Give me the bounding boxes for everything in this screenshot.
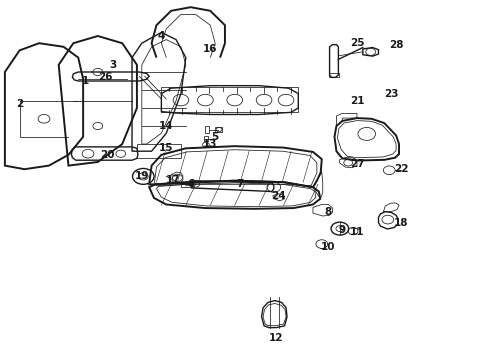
Text: 8: 8 bbox=[324, 207, 330, 217]
Text: 7: 7 bbox=[235, 179, 243, 189]
Text: 3: 3 bbox=[109, 60, 116, 70]
Text: 23: 23 bbox=[383, 89, 398, 99]
Text: 4: 4 bbox=[157, 31, 165, 41]
Text: 9: 9 bbox=[338, 225, 345, 235]
Text: 21: 21 bbox=[349, 96, 364, 106]
Text: 25: 25 bbox=[349, 38, 364, 48]
Text: 5: 5 bbox=[211, 132, 218, 142]
Text: 24: 24 bbox=[271, 191, 285, 201]
Text: 22: 22 bbox=[393, 164, 407, 174]
Text: 1: 1 bbox=[82, 76, 89, 86]
Text: 14: 14 bbox=[159, 121, 173, 131]
Text: 13: 13 bbox=[203, 139, 217, 149]
Text: 10: 10 bbox=[320, 242, 334, 252]
Text: 28: 28 bbox=[388, 40, 403, 50]
Text: 26: 26 bbox=[98, 72, 112, 82]
Text: 19: 19 bbox=[134, 171, 149, 181]
Text: 17: 17 bbox=[166, 175, 181, 185]
Text: 27: 27 bbox=[349, 159, 364, 169]
Text: 16: 16 bbox=[203, 44, 217, 54]
Text: 11: 11 bbox=[349, 227, 364, 237]
Text: 18: 18 bbox=[393, 218, 407, 228]
Text: 20: 20 bbox=[100, 150, 115, 160]
Text: 12: 12 bbox=[268, 333, 283, 343]
Text: 15: 15 bbox=[159, 143, 173, 153]
Text: 6: 6 bbox=[187, 179, 194, 189]
Text: 2: 2 bbox=[16, 99, 23, 109]
